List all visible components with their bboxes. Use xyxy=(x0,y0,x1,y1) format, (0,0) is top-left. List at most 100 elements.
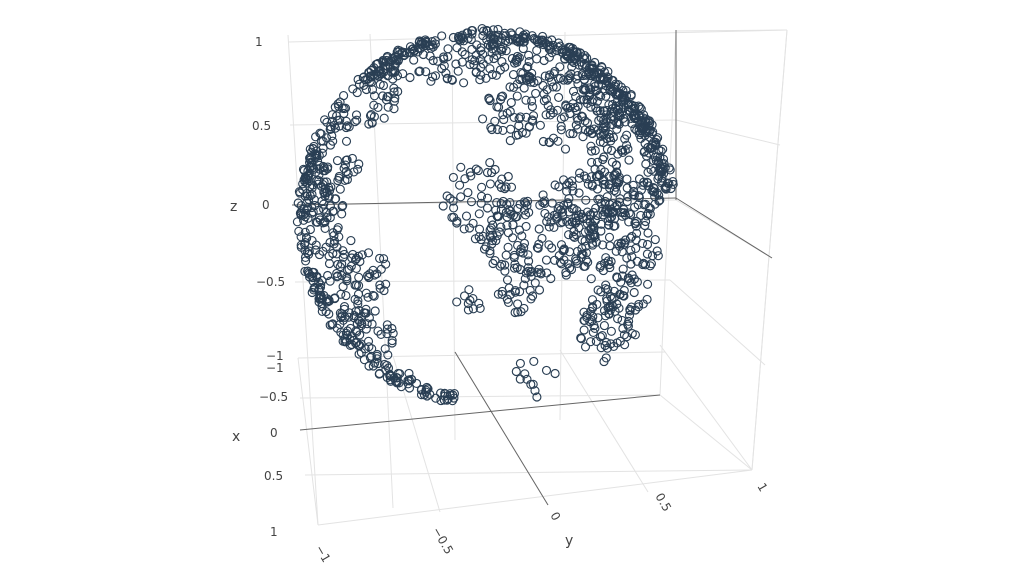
data-point xyxy=(501,182,511,192)
data-point xyxy=(527,115,537,125)
data-point xyxy=(362,319,372,329)
data-point xyxy=(521,210,531,220)
data-point xyxy=(624,310,635,320)
x-tick: −1 xyxy=(266,361,284,375)
data-point xyxy=(610,221,620,231)
data-point xyxy=(581,195,591,205)
data-point xyxy=(640,121,651,131)
data-point xyxy=(549,69,559,79)
data-point xyxy=(357,318,367,329)
data-point xyxy=(415,36,425,46)
data-point xyxy=(497,46,507,56)
data-point xyxy=(314,284,324,294)
data-point xyxy=(466,197,477,207)
data-point xyxy=(451,59,461,69)
data-point xyxy=(636,104,646,114)
data-point xyxy=(515,112,525,122)
data-point xyxy=(630,305,641,315)
data-point xyxy=(300,172,310,182)
data-point xyxy=(606,136,616,146)
data-point xyxy=(492,124,503,135)
data-point xyxy=(489,53,499,64)
data-point xyxy=(573,124,583,134)
data-point xyxy=(322,187,332,197)
data-point xyxy=(495,261,505,271)
data-point xyxy=(295,188,305,198)
data-point xyxy=(666,183,676,194)
data-point xyxy=(366,110,376,120)
data-point xyxy=(656,146,666,156)
data-point xyxy=(340,160,350,170)
data-point xyxy=(303,248,313,258)
data-point xyxy=(571,218,581,228)
data-point xyxy=(463,188,473,198)
data-point xyxy=(509,112,519,122)
data-point xyxy=(342,326,353,336)
data-point xyxy=(418,49,428,60)
data-point xyxy=(613,314,623,324)
z-axis-title: z xyxy=(230,199,237,215)
data-point xyxy=(557,47,567,57)
data-point xyxy=(611,177,621,187)
data-point xyxy=(466,34,476,45)
data-point xyxy=(333,259,343,269)
data-point xyxy=(657,176,667,186)
data-point xyxy=(639,200,649,210)
data-point xyxy=(585,316,595,327)
data-point xyxy=(601,110,611,120)
data-point xyxy=(548,82,558,92)
data-point xyxy=(508,35,518,45)
data-point xyxy=(515,287,525,297)
data-point xyxy=(307,271,317,281)
data-point xyxy=(620,145,630,155)
data-point xyxy=(504,283,514,293)
data-point xyxy=(486,30,496,40)
data-point xyxy=(494,102,504,112)
data-point xyxy=(467,26,477,36)
data-point xyxy=(545,110,555,120)
data-point xyxy=(481,73,491,83)
data-point xyxy=(485,225,495,235)
data-point xyxy=(587,60,597,70)
data-point xyxy=(506,98,516,108)
data-point xyxy=(511,130,521,140)
z-tick: −0.5 xyxy=(256,275,285,289)
data-point xyxy=(535,200,545,210)
data-point xyxy=(342,272,352,282)
data-point xyxy=(633,302,644,312)
data-point xyxy=(554,182,564,192)
data-point xyxy=(650,235,660,245)
data-point xyxy=(555,62,565,72)
data-point xyxy=(476,198,486,208)
data-point xyxy=(490,30,500,40)
data-point xyxy=(340,334,350,344)
data-point xyxy=(476,43,486,53)
data-point xyxy=(422,384,432,394)
data-point xyxy=(550,255,560,265)
data-point xyxy=(562,186,572,196)
data-point xyxy=(378,57,388,67)
data-point xyxy=(367,319,377,329)
data-point xyxy=(330,102,340,112)
data-point xyxy=(643,228,653,238)
data-point xyxy=(515,36,525,46)
data-point xyxy=(534,224,544,234)
data-point xyxy=(485,179,495,189)
data-point xyxy=(643,279,653,289)
data-point xyxy=(459,78,469,88)
data-point xyxy=(364,119,374,129)
data-point xyxy=(524,50,534,60)
data-point xyxy=(479,244,490,254)
data-point xyxy=(579,325,589,335)
scatter-points xyxy=(292,24,678,406)
data-point xyxy=(509,252,519,263)
data-point xyxy=(383,102,393,112)
data-point xyxy=(544,222,554,232)
data-point xyxy=(653,251,663,261)
data-point xyxy=(579,315,589,325)
data-point xyxy=(592,106,602,116)
data-point xyxy=(390,52,400,62)
data-point xyxy=(527,96,537,106)
data-point xyxy=(346,236,356,246)
data-point xyxy=(521,221,531,231)
